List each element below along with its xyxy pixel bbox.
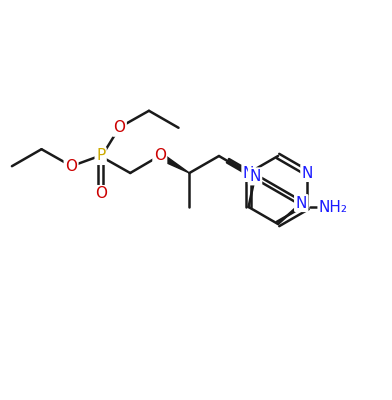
Text: O: O [94,186,107,202]
Text: O: O [65,159,77,174]
Text: O: O [113,120,125,135]
Text: N: N [296,196,307,210]
Text: N: N [302,166,313,180]
Text: P: P [96,148,105,164]
Text: N: N [249,169,261,184]
Polygon shape [158,153,189,173]
Text: NH₂: NH₂ [319,200,348,214]
Text: N: N [243,166,254,180]
Text: O: O [154,148,166,164]
